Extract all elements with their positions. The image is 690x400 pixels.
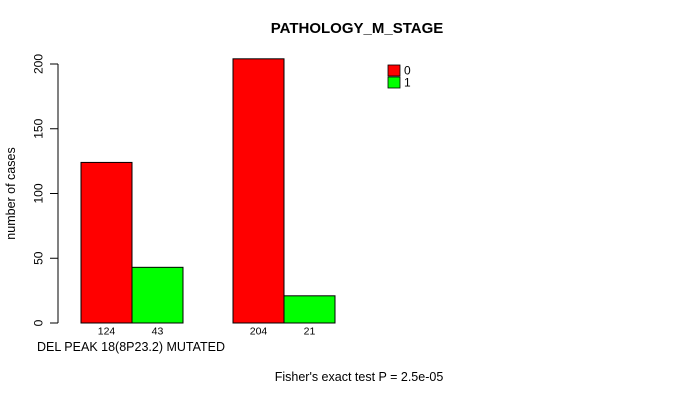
bar-count-label: 204 [250,326,268,338]
y-axis: 0 50 100 150 200 [32,54,59,326]
bar-count-label: 21 [304,326,316,338]
legend-label-1: 1 [404,76,411,90]
y-axis-ticks: 0 50 100 150 200 [32,54,58,326]
bar-count-label: 43 [152,326,164,338]
bar-count-labels: 124 204 43 21 [98,326,316,338]
y-tick-label: 0 [32,319,46,326]
bars-group [80,58,336,324]
bar-series1-group2 [283,295,336,324]
y-tick-label: 100 [32,183,46,203]
legend-label-0: 0 [404,64,411,78]
y-tick-label: 200 [32,54,46,74]
bar-series0-group1 [80,161,133,324]
bar-series1-group1 [131,266,184,324]
y-axis-label: number of cases [4,147,18,239]
bar-series0-group2 [232,58,285,324]
footnote-pvalue: Fisher's exact test P = 2.5e-05 [275,370,444,384]
chart-title: PATHOLOGY_M_STAGE [271,20,444,37]
legend-swatch-0 [387,64,401,77]
y-tick-label: 50 [32,251,46,265]
y-tick-label: 150 [32,118,46,138]
bar-count-label: 124 [98,326,116,338]
legend: 0 1 [387,64,411,90]
x-axis-label: DEL PEAK 18(8P23.2) MUTATED [37,340,225,354]
legend-swatch-1 [387,76,401,89]
